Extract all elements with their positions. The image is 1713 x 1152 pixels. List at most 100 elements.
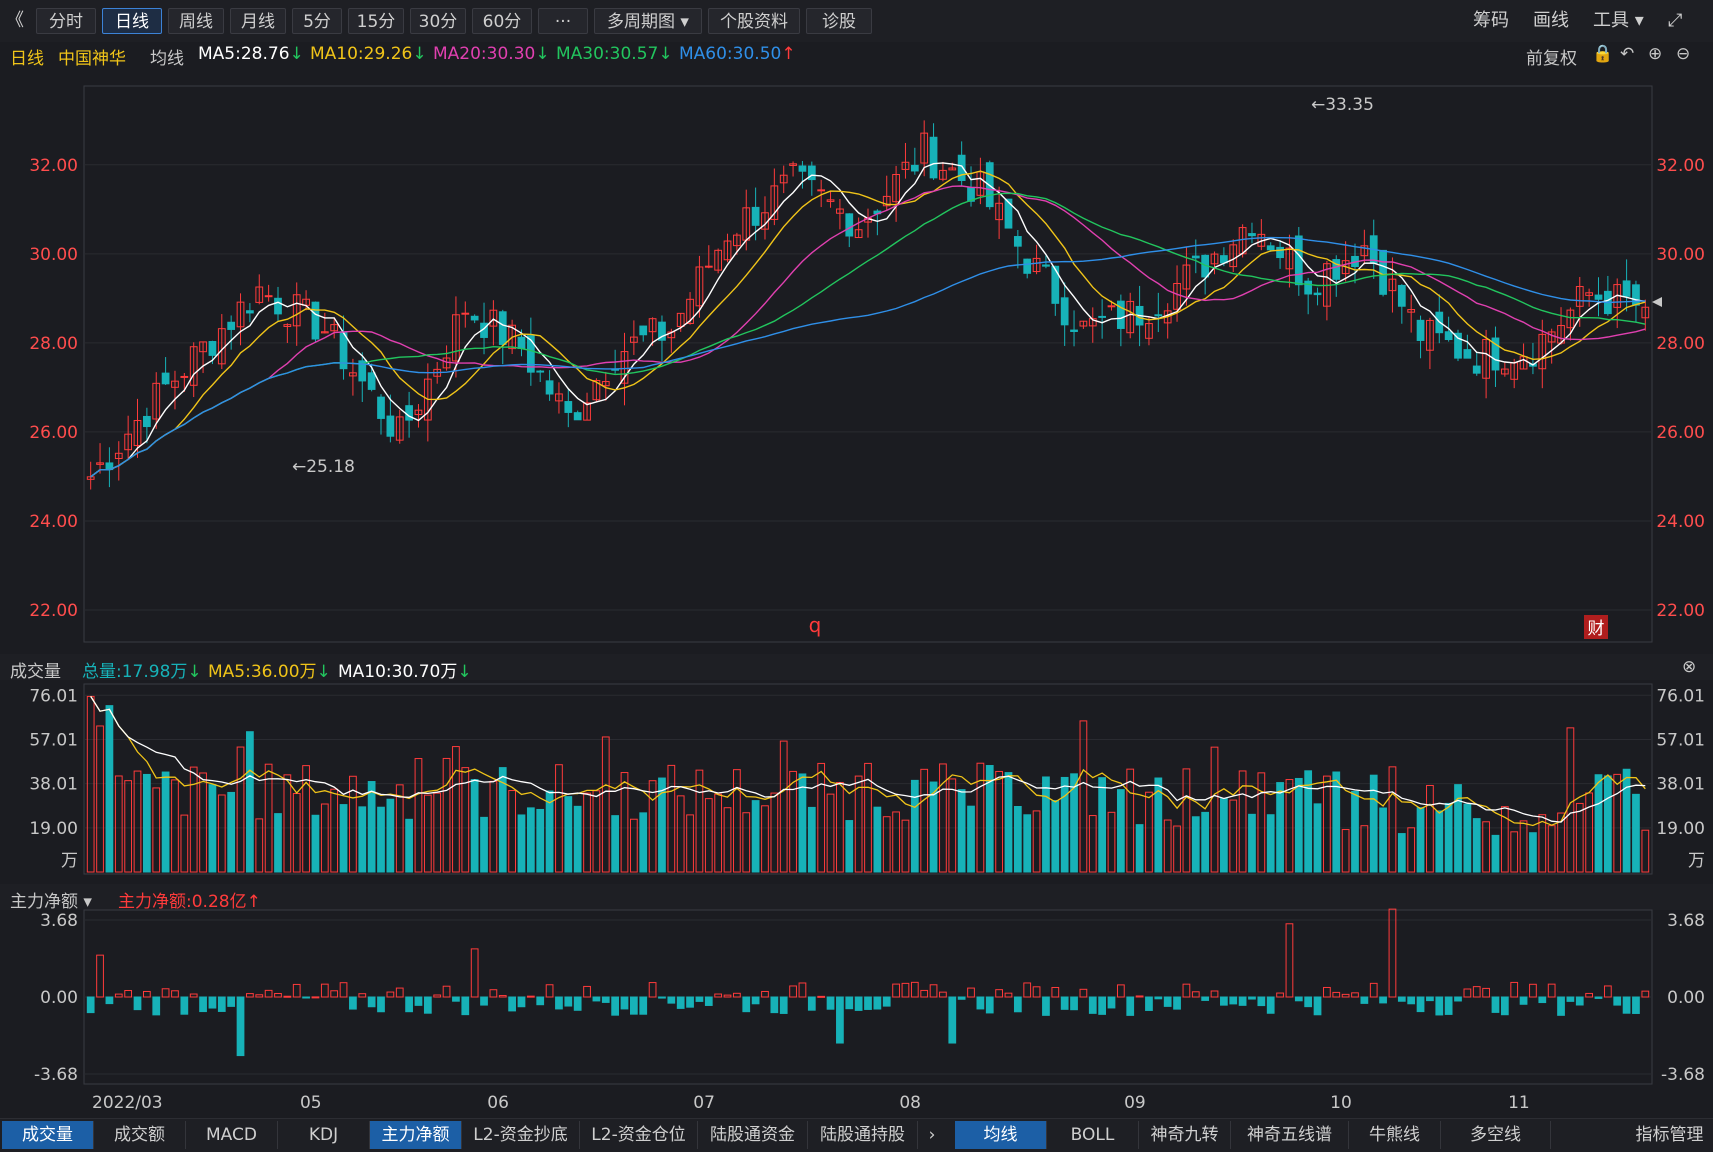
indicator-tab-1[interactable]: 成交额 [94,1121,186,1149]
overlay-tab-1[interactable]: BOLL [1047,1121,1139,1149]
scroll-right-icon[interactable]: › [928,1125,936,1145]
netflow-title[interactable]: 主力净额 ▾ [10,892,92,912]
candle-body [1294,235,1303,286]
volume-bar [1004,772,1013,873]
period-tab-7[interactable]: 60分 [472,8,532,34]
cai-badge: 财 [1588,619,1605,639]
volume-bar [1519,820,1528,873]
volume-bar [751,800,760,873]
period-tab-10[interactable]: 个股资料 [708,8,800,34]
candle-body [86,476,95,480]
x-axis-label: 08 [899,1093,921,1113]
volume-ma5-line [90,696,1646,827]
zoom-out-icon[interactable]: ⊖ [1676,44,1691,64]
candle-body [1538,333,1547,370]
indicator-manage-button[interactable]: 指标管理 [1635,1125,1704,1145]
netflow-bar [452,996,460,1002]
netflow-bar [1107,996,1116,1009]
candle-body [461,312,470,315]
chip-button[interactable]: 筹码 [1473,10,1509,31]
zoom-in-icon[interactable]: ⊕ [1648,44,1663,64]
candle-body [920,132,929,164]
netflow-bar [302,996,310,999]
x-axis-label: 2022/03 [92,1093,163,1113]
indicator-tab-3[interactable]: KDJ [278,1121,370,1149]
indicator-tab-2[interactable]: MACD [186,1121,278,1149]
netflow-bar [1032,986,1041,998]
netflow-bar [601,996,610,1003]
volume-bar [1407,827,1416,873]
netflow-bar [695,996,704,1002]
period-tab-3[interactable]: 月线 [230,8,286,34]
price-adjust-toggle[interactable]: 前复权 [1526,49,1577,69]
netflow-bar [845,996,854,1010]
overlay-tab-3[interactable]: 神奇五线谱 [1231,1121,1349,1149]
netflow-bar [1641,990,1650,998]
netflow-bar [901,982,910,998]
overlay-tab-2[interactable]: 神奇九转 [1139,1121,1231,1149]
period-tab-5[interactable]: 15分 [348,8,404,34]
candle-body [1145,323,1153,339]
period-tab-9[interactable]: 多周期图 ▾ [594,8,702,34]
netflow-bar [920,989,929,998]
ma10-value: MA10:29.26↓ [310,44,427,64]
period-tab-1[interactable]: 日线 [102,8,162,34]
volume-bar [480,816,488,873]
price-tick-left: 28.00 [29,334,78,354]
netflow-tick-left: 0.00 [40,988,78,1008]
volume-bar [770,792,779,873]
volume-bar [1510,831,1519,873]
candle-body [957,154,966,181]
indicator-tab-4[interactable]: 主力净额 [370,1121,462,1149]
indicator-tab-7[interactable]: 陆股通资金 [698,1121,808,1149]
netflow-bar [161,988,170,998]
period-tab-4[interactable]: 5分 [292,8,342,34]
overlay-tab-4[interactable]: 牛熊线 [1349,1121,1441,1149]
volume-bar [1051,800,1060,873]
candle-body [1416,319,1425,341]
volume-bar [508,790,516,873]
netflow-bar [236,996,245,1057]
lock-icon[interactable]: 🔒 [1592,44,1614,64]
volume-bar [1070,773,1078,873]
candle-body [1463,349,1472,359]
indicator-tab-6[interactable]: L2-资金仓位 [580,1121,698,1149]
overlay-tab-0[interactable]: 均线 [955,1121,1047,1149]
undo-icon[interactable]: ↶ [1620,44,1635,64]
netflow-bar [948,996,957,1044]
volume-bar [807,806,816,873]
netflow-bar [461,996,470,1016]
volume-bar [311,814,320,873]
netflow-bar [189,993,198,998]
candle-body [320,331,329,334]
netflow-bar [208,996,217,1009]
volume-bar [189,766,198,873]
back-button[interactable]: 《 [6,10,24,31]
volume-bar [1369,774,1378,873]
volume-bar [1145,791,1153,873]
volume-bar [939,763,947,873]
candle-body [1379,249,1387,295]
period-tab-6[interactable]: 30分 [410,8,466,34]
netflow-bar [873,996,882,1010]
indicator-tab-5[interactable]: L2-资金抄底 [462,1121,580,1149]
period-tab-0[interactable]: 分时 [36,8,96,34]
fullscreen-icon[interactable]: ⤢ [1668,10,1683,31]
indicator-tab-0[interactable]: 成交量 [2,1121,94,1149]
volume-bar [648,780,657,873]
volume-bar [564,796,573,873]
netflow-bar [1116,984,1125,998]
period-tab-8[interactable]: ··· [538,8,588,34]
period-tab-2[interactable]: 周线 [168,8,224,34]
overlay-tab-5[interactable]: 多空线 [1441,1121,1551,1149]
netflow-bar [733,992,741,998]
volume-bar [96,725,104,873]
draw-button[interactable]: 画线 [1533,10,1569,31]
period-tab-11[interactable]: 诊股 [806,8,872,34]
indicator-tab-8[interactable]: 陆股通持股 [808,1121,918,1149]
netflow-bar [995,989,1003,998]
candle-body [1594,294,1603,300]
volume-bar [1500,806,1509,873]
tools-button[interactable]: 工具 ▾ [1593,10,1644,31]
close-icon[interactable]: ⊗ [1682,657,1697,677]
